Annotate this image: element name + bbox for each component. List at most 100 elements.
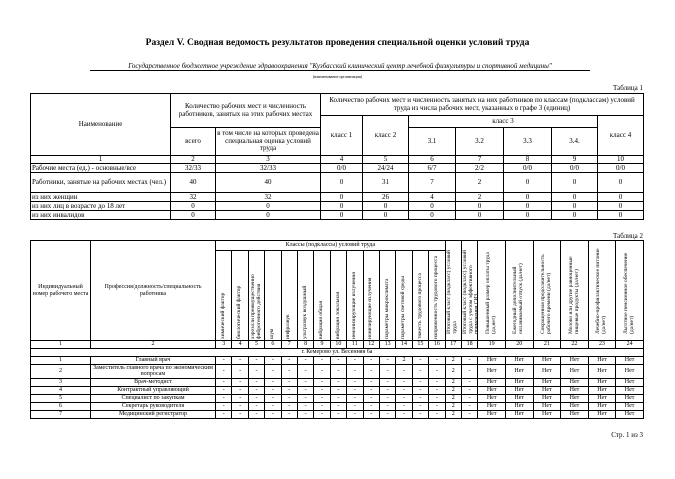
data-cell: 32 bbox=[214, 192, 322, 203]
data-cell: 0 bbox=[551, 210, 599, 221]
data-cell: Нет bbox=[615, 401, 644, 411]
data-cell: 2/2 bbox=[455, 163, 505, 174]
vertical-header: вибрация локальная bbox=[334, 291, 341, 339]
data-cell: - bbox=[296, 393, 315, 403]
header-cell: Профессия/должность/специальность работн… bbox=[90, 240, 216, 341]
data-cell: 0 bbox=[170, 201, 216, 212]
data-cell: - bbox=[214, 377, 233, 387]
data-cell: Нет bbox=[615, 409, 644, 419]
data-cell: - bbox=[395, 385, 413, 395]
data-cell: 2 bbox=[444, 364, 462, 379]
data-cell: Нет bbox=[560, 393, 589, 403]
data-cell: - bbox=[247, 401, 266, 411]
data-row: 4 Контрактный управляющий - - - - - - - - - - - - - -2-… bbox=[30, 385, 644, 395]
vertical-header: ультразвук воздушный bbox=[301, 285, 308, 339]
data-cell: - bbox=[296, 356, 315, 365]
data-row: из них женщин 32 32 0 26 4 2 0 0 0 bbox=[30, 192, 645, 203]
position-cell: Специалист по закупкам bbox=[90, 393, 216, 403]
data-cell: - bbox=[313, 393, 331, 403]
column-number: 3 bbox=[214, 340, 233, 349]
data-cell: 2 bbox=[444, 393, 462, 403]
data-cell: - bbox=[378, 409, 397, 419]
data-cell: Нет bbox=[504, 409, 534, 419]
data-cell: - bbox=[411, 377, 430, 387]
data-cell: - bbox=[231, 364, 249, 379]
header-row: Наименование Количество рабочих мест и чи… bbox=[30, 93, 645, 156]
data-cell: - bbox=[329, 377, 348, 387]
data-cell: - bbox=[231, 385, 249, 395]
column-number: 12 bbox=[362, 340, 380, 349]
column-number: 4 bbox=[231, 340, 249, 349]
header-cell: тяжесть трудового процесса bbox=[411, 250, 430, 341]
data-row: 2 Заместитель главного врача по экономиче… bbox=[30, 364, 644, 379]
data-cell: - bbox=[313, 356, 331, 365]
header-cell: в том числе на которых проведена специал… bbox=[214, 127, 322, 156]
data-cell: - bbox=[247, 377, 266, 387]
data-cell: - bbox=[280, 364, 298, 379]
data-cell: - bbox=[280, 385, 298, 395]
data-cell: - bbox=[280, 409, 298, 419]
row-label: из них лиц в возрасте до 18 лет bbox=[30, 201, 171, 212]
data-cell: - bbox=[378, 385, 397, 395]
data-cell: - bbox=[329, 356, 348, 365]
data-cell: 2 bbox=[395, 356, 413, 365]
vertical-header: параметры световой среды bbox=[400, 275, 407, 339]
header-cell: шум bbox=[264, 250, 282, 341]
header-cell: Сокращенная продолжительность рабочего в… bbox=[532, 240, 562, 341]
position-cell: Контрактный управляющий bbox=[90, 385, 216, 395]
data-cell: 26 bbox=[362, 192, 410, 203]
data-cell: 0 bbox=[362, 201, 410, 212]
data-cell: Нет bbox=[477, 364, 506, 379]
column-number: 9 bbox=[551, 154, 599, 165]
data-cell: 0 bbox=[503, 201, 553, 212]
data-cell: Нет bbox=[560, 401, 589, 411]
data-cell: - bbox=[378, 393, 397, 403]
data-cell: 0/0 bbox=[320, 163, 364, 174]
data-cell: Нет bbox=[504, 401, 534, 411]
position-cell: Медицинский регистратор bbox=[90, 409, 216, 419]
data-cell: - bbox=[296, 377, 315, 387]
data-cell: Нет bbox=[560, 356, 589, 365]
header-cell: вибрация локальная bbox=[329, 250, 348, 341]
data-cell: - bbox=[378, 356, 397, 365]
data-cell: 4 bbox=[30, 385, 91, 395]
header-cell: класс 4 bbox=[597, 115, 645, 156]
data-cell: - bbox=[313, 364, 331, 379]
column-number: 10 bbox=[597, 154, 645, 165]
data-cell: Нет bbox=[504, 377, 534, 387]
column-number: 6 bbox=[408, 154, 457, 165]
data-cell: - bbox=[411, 356, 430, 365]
data-cell: 40 bbox=[214, 172, 322, 194]
header-cell: всего bbox=[170, 127, 216, 156]
header-cell: неионизирующие излучения bbox=[346, 250, 364, 341]
data-cell: 0 bbox=[551, 172, 599, 194]
position-cell: Главный врач bbox=[90, 356, 216, 365]
data-cell: - bbox=[264, 385, 282, 395]
data-cell: 0 bbox=[214, 201, 322, 212]
header-cell: Количество рабочих мест и численность за… bbox=[320, 93, 645, 116]
header-cell: инфразвук bbox=[280, 250, 298, 341]
data-cell: 0 bbox=[408, 201, 457, 212]
vertical-header: параметры микроклимата bbox=[383, 278, 390, 339]
column-number: 5 bbox=[247, 340, 266, 349]
vertical-header: шум bbox=[268, 328, 275, 339]
vertical-header: биологический фактор bbox=[236, 285, 243, 339]
data-cell: Нет bbox=[477, 356, 506, 365]
data-cell: - bbox=[395, 393, 413, 403]
vertical-header: аэрозоли преимущественно фиброгенного де… bbox=[249, 273, 262, 339]
column-number: 15 bbox=[411, 340, 430, 349]
data-cell: - bbox=[264, 401, 282, 411]
header-cell: Индивидуальный номер рабочего места bbox=[30, 240, 91, 341]
data-cell: - bbox=[313, 409, 331, 419]
data-cell: - bbox=[346, 401, 364, 411]
data-cell: 2 bbox=[455, 192, 505, 203]
data-cell: - bbox=[280, 401, 298, 411]
column-number: 7 bbox=[280, 340, 298, 349]
data-cell: - bbox=[411, 409, 430, 419]
data-cell: - bbox=[264, 377, 282, 387]
data-cell: - bbox=[428, 385, 446, 395]
position-cell: Заместитель главного врача по экономичес… bbox=[90, 364, 216, 379]
column-number: 24 bbox=[615, 340, 644, 349]
data-cell: - bbox=[378, 364, 397, 379]
column-number: 13 bbox=[378, 340, 397, 349]
